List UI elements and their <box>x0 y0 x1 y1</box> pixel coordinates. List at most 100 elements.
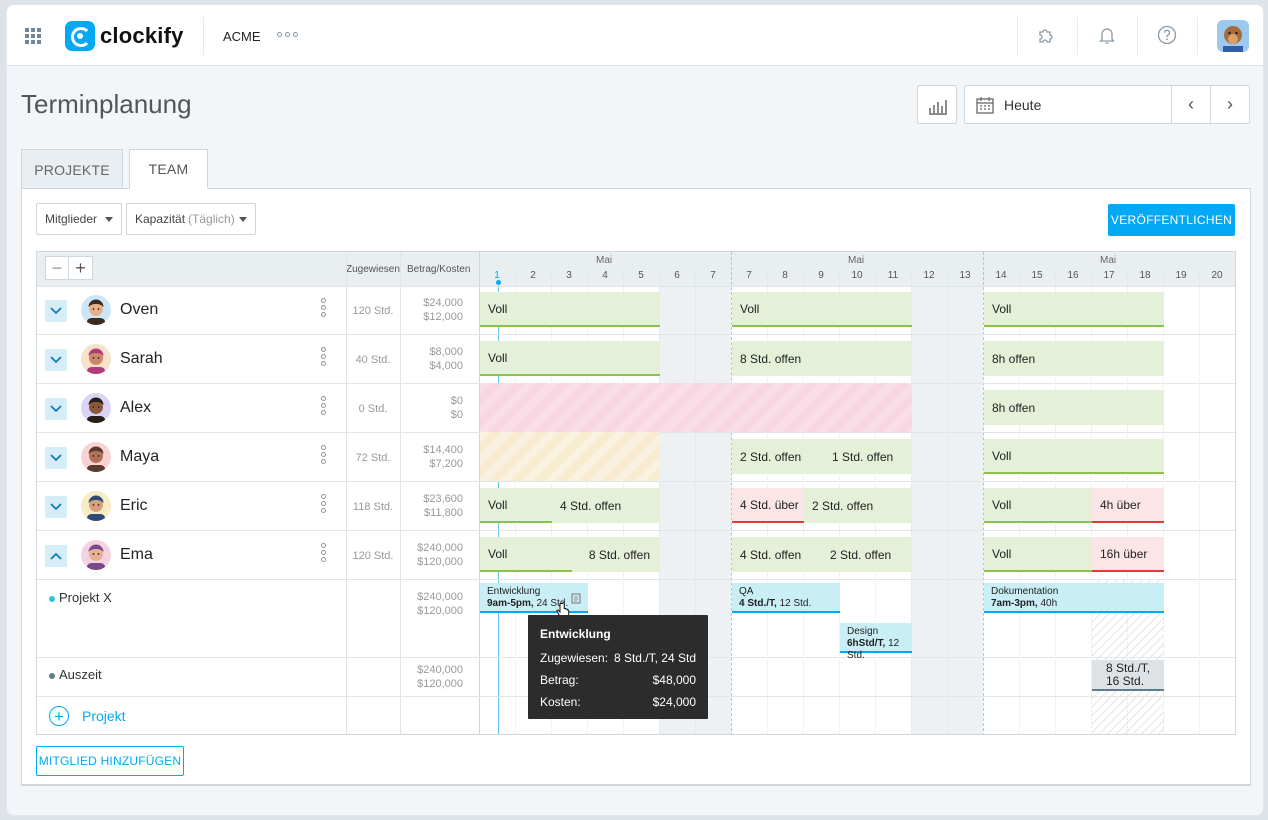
capacity-bar[interactable]: 2 Std. offen <box>804 488 912 523</box>
puzzle-icon[interactable] <box>1035 24 1057 46</box>
tab-projects[interactable]: PROJEKTE <box>21 149 123 189</box>
day-label: 18 <box>1139 270 1151 281</box>
task-qa[interactable]: QA 4 Std./T, 12 Std. <box>732 583 840 613</box>
date-label[interactable]: Heute <box>1004 97 1042 113</box>
time-off-block[interactable]: 8 Std./T, 16 Std. <box>1092 660 1164 691</box>
expand-row-button[interactable] <box>45 545 67 567</box>
add-member-button[interactable]: MITGLIED HINZUFÜGEN <box>36 746 184 776</box>
expand-row-button[interactable] <box>45 300 67 322</box>
task-hours: 24 Std. <box>536 598 569 609</box>
task-time: 9am-5pm, <box>487 598 534 609</box>
zoom-out-button[interactable]: − <box>45 256 69 280</box>
project-amounts: $240,000 $120,000 <box>403 590 463 618</box>
calendar-icon[interactable] <box>975 95 995 115</box>
project-color-dot <box>49 673 55 679</box>
capacity-bar[interactable]: 8h offen <box>984 341 1164 376</box>
bell-icon[interactable] <box>1096 24 1118 46</box>
day-divider <box>947 270 948 734</box>
expand-row-button[interactable] <box>45 496 67 518</box>
project-name[interactable]: Auszeit <box>59 667 102 682</box>
capacity-bar[interactable]: Voll <box>984 488 1092 523</box>
member-name[interactable]: Eric <box>120 497 148 514</box>
capacity-bar[interactable]: Voll <box>480 537 572 572</box>
member-menu-icon[interactable] <box>321 347 326 366</box>
member-menu-icon[interactable] <box>321 298 326 317</box>
workspace-menu-icon[interactable] <box>277 32 298 37</box>
next-week-button[interactable]: › <box>1210 86 1249 123</box>
tooltip-title: Entwicklung <box>540 627 611 641</box>
day-label: 13 <box>959 270 971 281</box>
month-label: Mai <box>596 255 613 266</box>
task-design[interactable]: Design 6hStd/T, 12 Std. <box>840 623 912 661</box>
bar-chart-icon <box>929 100 947 115</box>
page-title: Terminplanung <box>21 89 192 119</box>
task-entwicklung[interactable]: Entwicklung 9am-5pm, 24 Std. <box>480 583 588 613</box>
member-name[interactable]: Sarah <box>120 350 163 367</box>
capacity-bar[interactable]: Voll <box>732 292 912 327</box>
expand-row-button[interactable] <box>45 398 67 420</box>
member-menu-icon[interactable] <box>321 396 326 415</box>
over-capacity-bar[interactable]: 16h über <box>1092 537 1164 572</box>
zoom-in-button[interactable]: + <box>69 256 93 280</box>
capacity-bar[interactable]: 8h offen <box>984 390 1164 425</box>
member-name[interactable]: Ema <box>120 546 153 563</box>
capacity-dropdown[interactable]: Kapazität (Täglich) <box>126 203 256 235</box>
capacity-bar[interactable]: Voll <box>984 292 1164 327</box>
project-name[interactable]: Projekt X <box>59 590 112 605</box>
capacity-bar[interactable]: 2 Std. offen <box>732 439 824 474</box>
schedule-grid: − + Zugewiesen Betrag/Kosten Mai Mai Mai… <box>36 251 1236 735</box>
tooltip-label: Betrag: <box>540 673 579 687</box>
day-label: 17 <box>1103 270 1115 281</box>
report-button[interactable] <box>917 85 957 124</box>
members-filter-dropdown[interactable]: Mitglieder <box>36 203 122 235</box>
prev-week-button[interactable]: ‹ <box>1171 86 1210 123</box>
capacity-bar[interactable]: 8 Std. offen <box>572 537 660 572</box>
tooltip-row: Kosten: $24,000 <box>540 695 696 709</box>
workspace-name[interactable]: ACME <box>223 29 261 44</box>
capacity-bar[interactable]: 8 Std. offen <box>732 341 912 376</box>
tab-team[interactable]: TEAM <box>129 149 208 189</box>
member-name[interactable]: Maya <box>120 448 160 465</box>
assigned-column-header: Zugewiesen <box>346 264 400 275</box>
over-capacity-bar[interactable]: 4h über <box>1092 488 1164 523</box>
member-menu-icon[interactable] <box>321 445 326 464</box>
amount-value: $14,400 <box>423 444 463 456</box>
capacity-bar[interactable]: 4 Std. offen <box>732 537 822 572</box>
day-label: 9 <box>818 270 824 281</box>
capacity-bar[interactable]: 2 Std. offen <box>822 537 912 572</box>
add-project-icon[interactable]: + <box>49 706 69 726</box>
day-label: 6 <box>674 270 680 281</box>
expand-row-button[interactable] <box>45 447 67 469</box>
capacity-bar[interactable]: 4 Std. offen <box>552 488 660 523</box>
zoom-controls: − + <box>45 256 95 280</box>
capacity-bar[interactable]: Voll <box>480 341 660 376</box>
member-name[interactable]: Oven <box>120 301 159 318</box>
cost-value: $120,000 <box>417 556 463 568</box>
capacity-bar[interactable]: 1 Std. offen <box>824 439 912 474</box>
task-dokumentation[interactable]: Dokumentation 7am-3pm, 40h <box>984 583 1164 613</box>
member-menu-icon[interactable] <box>321 494 326 513</box>
over-capacity-bar[interactable]: 4 Std. über <box>732 488 804 523</box>
publish-button[interactable]: VERÖFFENTLICHEN <box>1108 204 1235 236</box>
capacity-bar[interactable]: Voll <box>480 488 552 523</box>
logo[interactable]: clockify <box>65 21 184 51</box>
project-amounts: $240,000 $120,000 <box>403 663 463 691</box>
cost-value: $120,000 <box>417 605 463 617</box>
capacity-bar[interactable]: Voll <box>480 292 660 327</box>
expand-row-button[interactable] <box>45 349 67 371</box>
holiday-bar[interactable] <box>480 432 660 481</box>
apps-grid-icon[interactable] <box>25 28 41 44</box>
capacity-bar[interactable]: Voll <box>984 439 1164 474</box>
cost-value: $7,200 <box>429 458 463 470</box>
month-label: Mai <box>1100 255 1117 266</box>
add-project-link[interactable]: Projekt <box>82 708 126 724</box>
member-avatar <box>81 491 111 521</box>
capacity-bar[interactable]: Voll <box>984 537 1092 572</box>
user-avatar[interactable] <box>1217 20 1249 52</box>
member-menu-icon[interactable] <box>321 543 326 562</box>
help-icon[interactable] <box>1156 24 1178 46</box>
time-off-bar[interactable] <box>480 383 912 432</box>
date-navigator: Heute ‹ › <box>964 85 1250 124</box>
member-name[interactable]: Alex <box>120 399 152 416</box>
capacity-mode: (Täglich) <box>188 212 235 226</box>
